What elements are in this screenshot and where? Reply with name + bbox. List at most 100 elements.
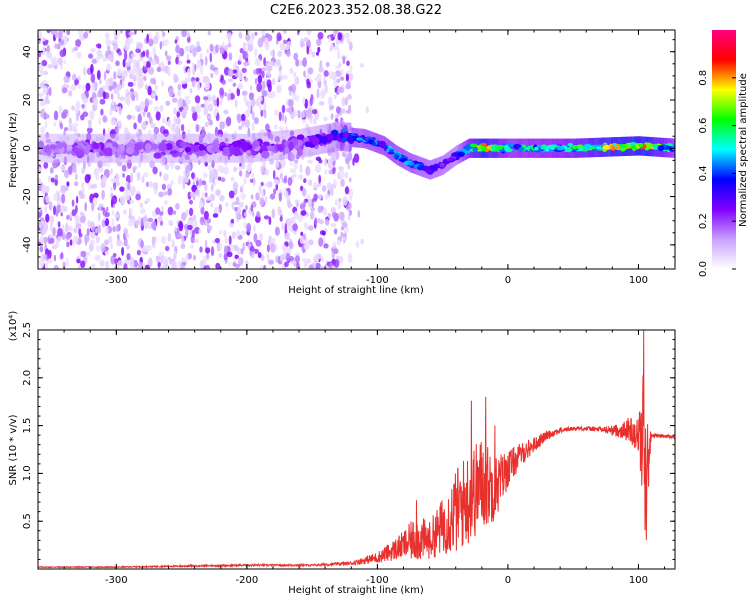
spectrogram-cell (336, 78, 341, 84)
spectrogram-cell (324, 169, 328, 175)
spectrogram-peak (356, 137, 363, 141)
spectrogram-cell (238, 201, 244, 208)
spectrogram-cell (302, 57, 308, 68)
spectrogram-cell (217, 243, 223, 251)
spectrogram-cell (124, 193, 131, 201)
spectrogram-cell (324, 193, 330, 200)
spectrogram-cell (128, 31, 135, 36)
spectrogram-cell (203, 96, 209, 101)
spectrogram-cell (66, 84, 70, 89)
spectrogram-cell (167, 66, 171, 77)
spectrogram-cell (189, 88, 193, 94)
snr-series-line (38, 330, 675, 569)
spectrogram-cell (326, 182, 333, 191)
spectrogram-peak (469, 143, 478, 148)
spectrogram-cell (92, 226, 95, 233)
spectrogram-peak (657, 145, 665, 152)
spectrogram-cell (245, 260, 249, 268)
spectrogram-cell (270, 90, 276, 99)
spectrogram-cell (106, 162, 110, 168)
spectrogram-cell (171, 239, 175, 248)
spectrogram-cell (42, 236, 49, 244)
spectrogram-cell (152, 166, 158, 175)
spectrogram-cell (204, 183, 208, 192)
spectrogram-cell (110, 93, 114, 100)
snr-y-axis-label: SNR (10 * v/v) (8, 414, 19, 485)
spectrogram-cell (122, 69, 128, 78)
spectrogram-cell (344, 186, 350, 195)
y-tick-label: 2.5 (22, 322, 33, 338)
spectrogram-cell (137, 79, 144, 88)
spectrogram-cell (117, 68, 122, 77)
spectrogram-cell (167, 206, 174, 216)
spectrogram-cell (74, 214, 79, 223)
spectrogram-peak (260, 145, 267, 151)
spectrogram-cell (215, 189, 221, 197)
spectrogram-cell (90, 63, 94, 74)
spectrogram-y-axis-label: Frequency (Hz) (8, 112, 19, 188)
spectrogram-cell (333, 79, 338, 88)
spectrogram-cell (284, 223, 288, 233)
spectrogram-cell (238, 55, 242, 62)
spectrogram-cell (331, 265, 335, 269)
spectrogram-peak (320, 136, 329, 144)
y-tick-label: 1.0 (22, 465, 33, 481)
spectrogram-cell (159, 61, 165, 71)
spectrogram-cell (310, 207, 316, 212)
spectrogram-cell (228, 190, 235, 199)
spectrogram-peak (457, 151, 466, 157)
spectrogram-cell (332, 212, 337, 218)
spectrogram-cell (185, 254, 189, 264)
spectrogram-cell (200, 259, 204, 268)
spectrogram-cell (66, 181, 70, 187)
spectrogram-cell (51, 244, 57, 250)
spectrogram-cell (130, 53, 136, 58)
spectrogram-cell (162, 31, 166, 37)
spectrogram-cell (240, 230, 247, 236)
spectrogram-cell (90, 73, 96, 83)
spectrogram-cell (127, 218, 134, 227)
spectrogram-cell (241, 67, 247, 74)
spectrogram-cell (273, 179, 280, 185)
spectrogram-cell (348, 104, 352, 111)
spectrogram-cell (117, 260, 123, 267)
spectrogram-cell (125, 61, 132, 67)
spectrogram-cell (105, 78, 110, 88)
spectrogram-cell (139, 208, 146, 215)
spectrogram-cell (73, 227, 78, 234)
spectrogram-cell (289, 67, 294, 74)
spectrogram-cell (78, 233, 83, 238)
spectrogram-cell (126, 244, 130, 250)
spectrogram-cell (333, 259, 340, 268)
spectrogram-cell (151, 236, 156, 246)
spectrogram-cell (300, 185, 304, 191)
spectrogram-cell (346, 80, 351, 86)
spectrogram-cell (308, 225, 314, 231)
spectrogram-cell (207, 103, 214, 112)
spectrogram-cell (316, 88, 320, 99)
spectrogram-cell (123, 227, 129, 234)
spectrogram-cell (212, 213, 219, 218)
spectrogram-peak (513, 143, 521, 150)
spectrogram-cell (261, 67, 267, 72)
spectrogram-peak (577, 144, 584, 148)
spectrogram-peak (105, 147, 113, 157)
spectrogram-cell (148, 31, 152, 39)
spectrogram-cell (97, 224, 102, 234)
spectrogram-cell (183, 65, 186, 71)
spectrogram-cell (177, 83, 182, 91)
spectrogram-cell (107, 54, 114, 62)
spectrogram-cell (226, 32, 232, 40)
spectrogram-cell (46, 44, 51, 54)
spectrogram-cell (74, 126, 78, 136)
spectrogram-cell (84, 236, 88, 246)
spectrogram-cell (306, 108, 313, 118)
y-tick-label: 0.5 (22, 513, 33, 529)
spectrogram-cell (341, 96, 346, 107)
spectrogram-cell (295, 58, 299, 67)
spectrogram-cell (53, 121, 57, 127)
spectrogram-cell (65, 234, 71, 240)
spectrogram-cell (316, 38, 322, 46)
spectrogram-cell (110, 255, 116, 265)
spectrogram-cell (213, 99, 217, 107)
